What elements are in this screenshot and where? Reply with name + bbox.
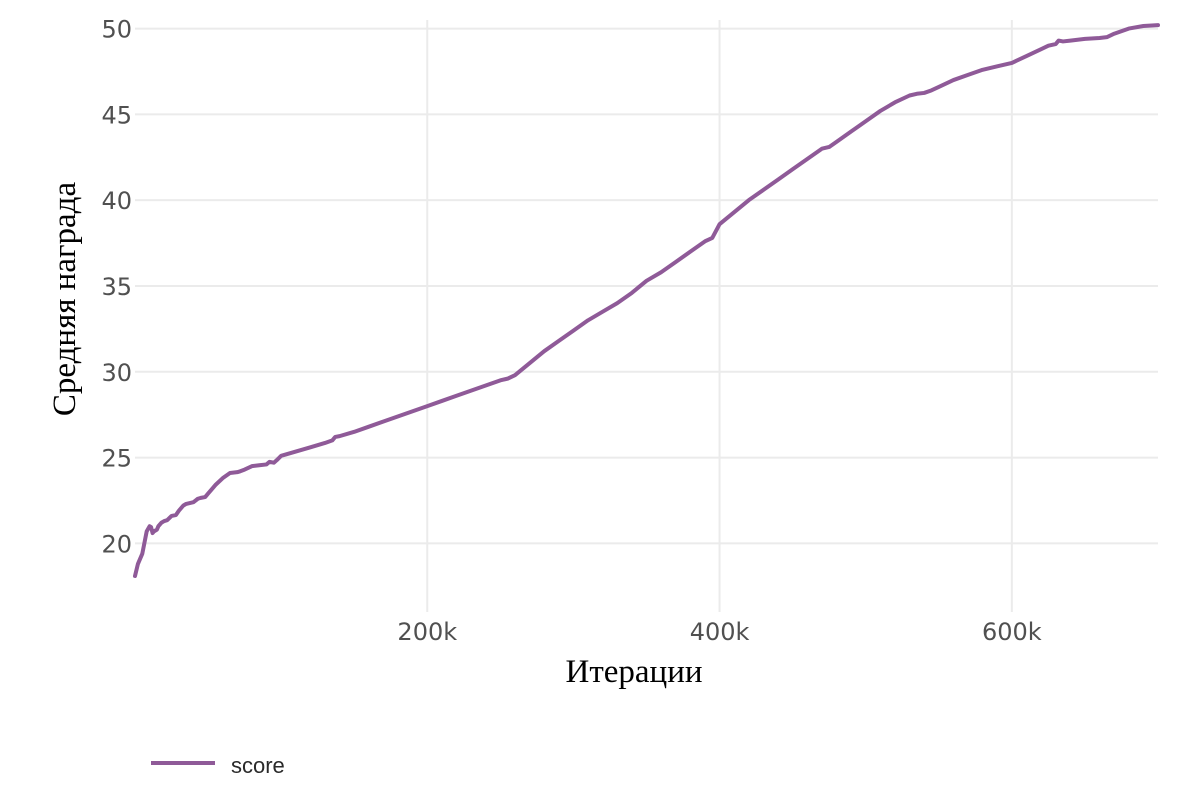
y-tick-label: 40 <box>101 187 132 215</box>
y-tick-label: 30 <box>101 359 132 387</box>
series-line-score <box>133 23 1160 578</box>
y-tick-label: 20 <box>101 530 132 558</box>
y-tick-labels: 20 25 30 35 40 45 50 <box>101 16 132 559</box>
legend-label-score: score <box>231 753 285 778</box>
x-axis-title: Итерации <box>565 654 702 690</box>
x-tick-label: 600k <box>982 618 1042 646</box>
x-tick-label: 200k <box>397 618 457 646</box>
x-gridlines <box>426 20 1013 612</box>
y-axis-title: Средняя награда <box>47 182 83 417</box>
series-layer <box>133 23 1160 578</box>
y-tick-label: 45 <box>101 101 132 129</box>
y-tick-label: 50 <box>101 16 132 44</box>
x-tick-labels: 200k 400k 600k <box>397 618 1041 646</box>
legend: score <box>151 753 285 778</box>
y-gridlines <box>135 27 1158 545</box>
y-tick-label: 25 <box>101 445 132 473</box>
x-tick-label: 400k <box>690 618 750 646</box>
y-tick-label: 35 <box>101 273 132 301</box>
